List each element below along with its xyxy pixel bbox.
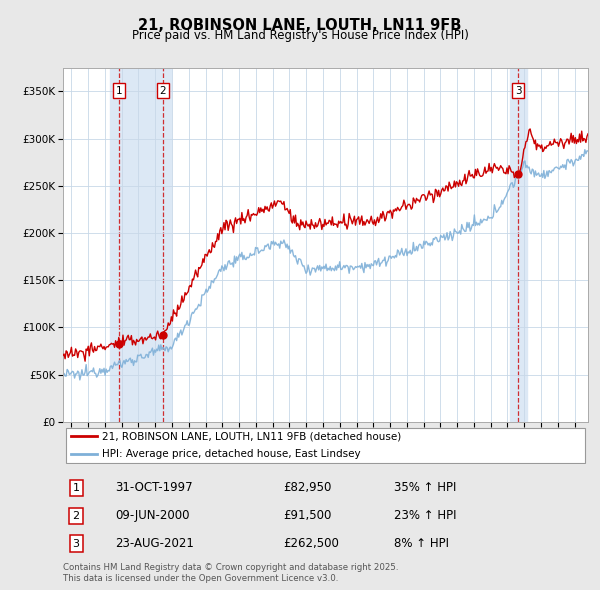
Text: £82,950: £82,950 xyxy=(284,481,332,494)
Text: £91,500: £91,500 xyxy=(284,509,332,522)
Text: 31-OCT-1997: 31-OCT-1997 xyxy=(115,481,193,494)
Text: 09-JUN-2000: 09-JUN-2000 xyxy=(115,509,190,522)
Text: 23% ↑ HPI: 23% ↑ HPI xyxy=(394,509,456,522)
Bar xyxy=(110,68,171,422)
FancyBboxPatch shape xyxy=(65,428,586,463)
Text: HPI: Average price, detached house, East Lindsey: HPI: Average price, detached house, East… xyxy=(103,449,361,459)
Text: Price paid vs. HM Land Registry's House Price Index (HPI): Price paid vs. HM Land Registry's House … xyxy=(131,30,469,42)
Text: 21, ROBINSON LANE, LOUTH, LN11 9FB (detached house): 21, ROBINSON LANE, LOUTH, LN11 9FB (deta… xyxy=(103,431,401,441)
Bar xyxy=(510,68,527,422)
Text: 2: 2 xyxy=(73,510,80,520)
Text: £262,500: £262,500 xyxy=(284,537,340,550)
Text: 35% ↑ HPI: 35% ↑ HPI xyxy=(394,481,456,494)
Text: 8% ↑ HPI: 8% ↑ HPI xyxy=(394,537,449,550)
Text: 2: 2 xyxy=(160,86,166,96)
Text: 21, ROBINSON LANE, LOUTH, LN11 9FB: 21, ROBINSON LANE, LOUTH, LN11 9FB xyxy=(139,18,461,32)
Text: 23-AUG-2021: 23-AUG-2021 xyxy=(115,537,194,550)
Text: 1: 1 xyxy=(116,86,122,96)
Text: Contains HM Land Registry data © Crown copyright and database right 2025.
This d: Contains HM Land Registry data © Crown c… xyxy=(63,563,398,583)
Text: 3: 3 xyxy=(73,539,80,549)
Text: 1: 1 xyxy=(73,483,80,493)
Text: 3: 3 xyxy=(515,86,521,96)
